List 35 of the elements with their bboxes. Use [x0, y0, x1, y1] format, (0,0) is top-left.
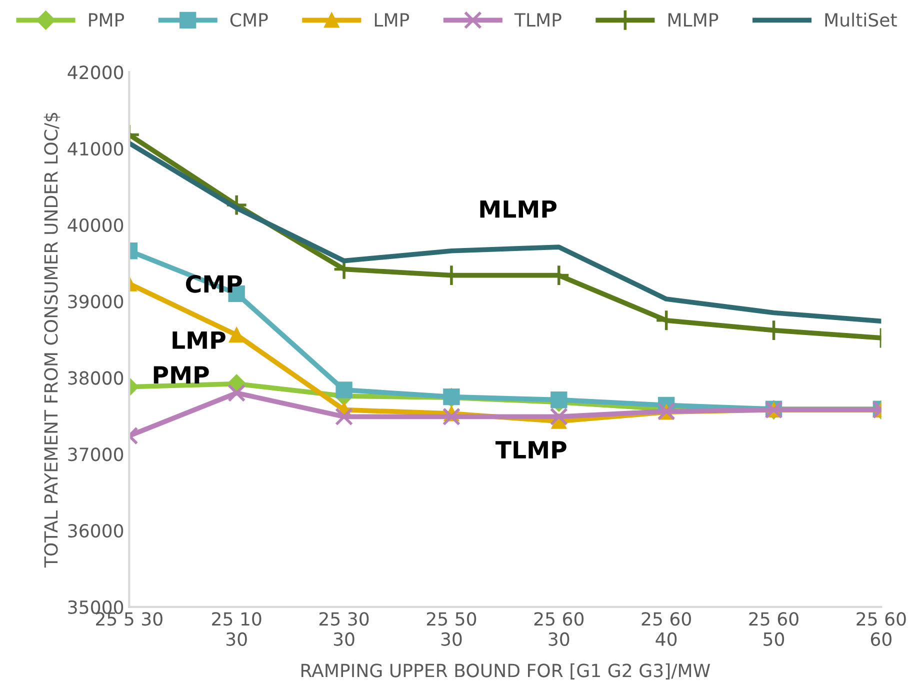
- y-tick-label: 39000: [68, 294, 124, 308]
- legend-label: MLMP: [668, 13, 718, 26]
- legend-label: PMP: [89, 13, 124, 26]
- point: [550, 392, 568, 408]
- line-series: [129, 140, 882, 324]
- x-tick-label: 25 60 30: [534, 612, 584, 646]
- x-tick-label: 25 50 30: [426, 612, 476, 646]
- point: [334, 408, 354, 426]
- y-axis-title: TOTAL PAYEMENT FROM CONSUMER UNDER LOC/$: [44, 112, 60, 568]
- point: [442, 408, 460, 426]
- x-axis-title: RAMPING UPPER BOUND FOR [G1 G2 G3]/MW: [301, 663, 710, 680]
- annotation: MLMP: [480, 200, 556, 218]
- x-tick-label: 25 60 40: [642, 612, 691, 646]
- y-tick-label: 38000: [68, 371, 124, 385]
- y-tick-label: 37000: [68, 448, 124, 462]
- point: [550, 408, 568, 426]
- annotation: LMP: [172, 331, 226, 349]
- x-tick-label: 25 30 30: [320, 612, 369, 646]
- point: [336, 382, 352, 398]
- annotation: PMP: [154, 366, 209, 384]
- x-tick-label: 25 60 60: [856, 612, 906, 646]
- legend-label: LMP: [374, 13, 410, 26]
- legend-label: MultiSet: [825, 12, 897, 27]
- legend-label: CMP: [230, 13, 268, 27]
- y-tick-label: 35000: [68, 600, 124, 614]
- annotation: TLMP: [496, 441, 566, 458]
- point: [228, 384, 246, 402]
- y-tick-label: 36000: [68, 524, 124, 538]
- y-tick-label: 42000: [68, 66, 124, 80]
- legend-label: TLMP: [514, 13, 562, 26]
- point: [228, 327, 244, 343]
- y-tick-label: 40000: [68, 218, 124, 232]
- x-tick-label: 25 60 50: [749, 612, 798, 646]
- y-tick-label: 41000: [68, 142, 124, 156]
- x-tick-label: 25 10 30: [212, 612, 262, 646]
